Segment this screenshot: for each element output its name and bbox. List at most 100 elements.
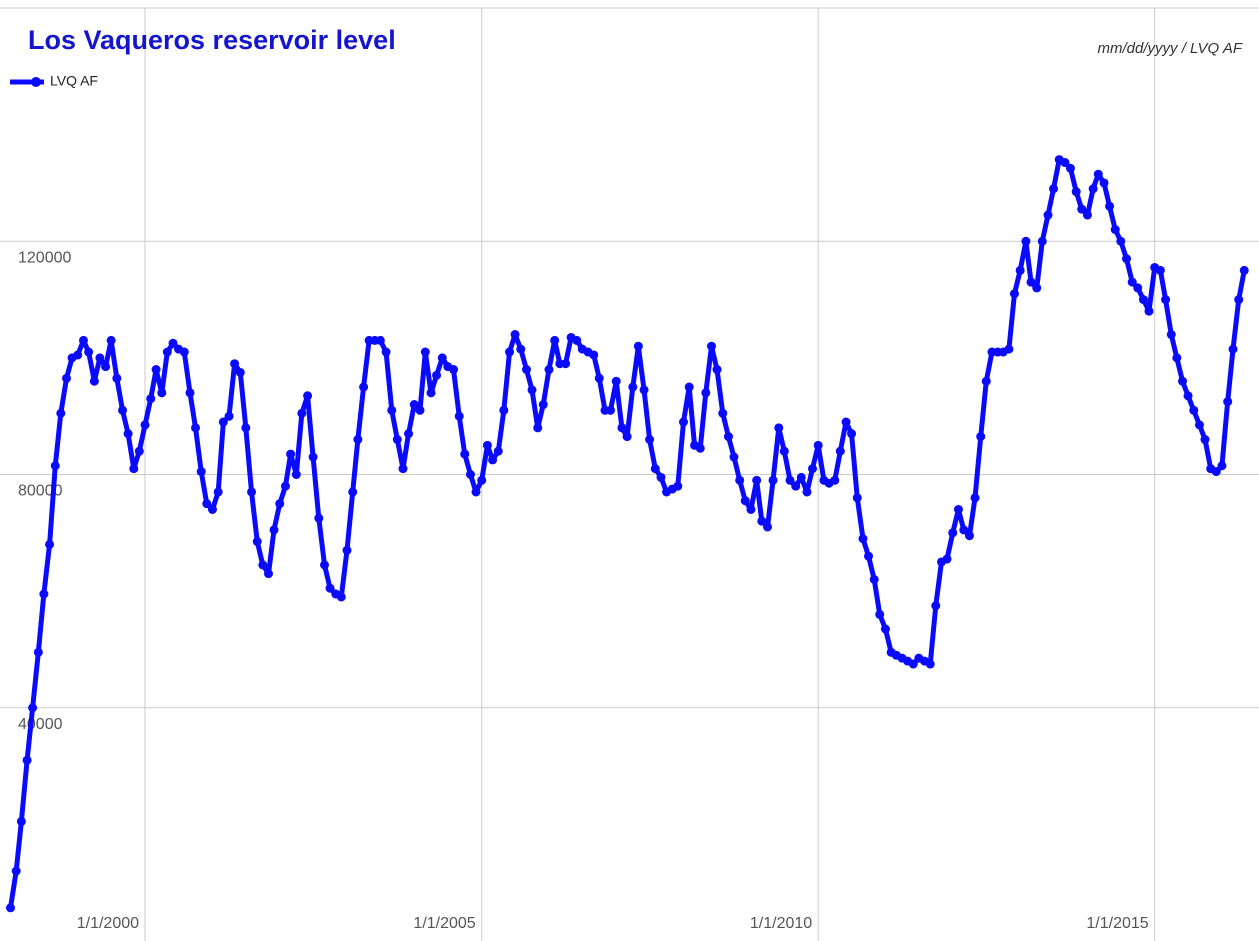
data-point bbox=[959, 525, 969, 535]
data-point bbox=[594, 373, 604, 383]
data-point bbox=[875, 609, 885, 619]
data-point bbox=[931, 601, 941, 611]
data-point bbox=[437, 353, 447, 363]
data-point bbox=[538, 400, 548, 410]
data-point bbox=[622, 432, 632, 442]
data-point bbox=[101, 362, 111, 372]
legend-label: LVQ AF bbox=[50, 73, 98, 89]
chart-title: Los Vaqueros reservoir level bbox=[28, 25, 396, 55]
data-point bbox=[39, 589, 49, 599]
data-point bbox=[527, 385, 537, 395]
data-point bbox=[409, 400, 419, 410]
data-point bbox=[561, 359, 571, 369]
data-point bbox=[179, 347, 189, 357]
data-point bbox=[707, 341, 717, 351]
data-point bbox=[280, 481, 290, 491]
data-point bbox=[454, 411, 464, 421]
data-point bbox=[1172, 353, 1182, 363]
data-point bbox=[1228, 344, 1238, 354]
data-point bbox=[796, 472, 806, 482]
data-point bbox=[841, 417, 851, 427]
data-point bbox=[774, 423, 784, 433]
data-point bbox=[286, 449, 296, 459]
data-point bbox=[488, 455, 498, 465]
data-point bbox=[684, 382, 694, 392]
data-point bbox=[263, 569, 273, 579]
data-point bbox=[45, 539, 55, 549]
data-point bbox=[1217, 461, 1227, 471]
data-point bbox=[213, 487, 223, 497]
data-point bbox=[465, 470, 475, 479]
data-point bbox=[460, 449, 470, 459]
data-point bbox=[247, 487, 257, 497]
data-point bbox=[404, 429, 414, 439]
data-point bbox=[1049, 184, 1059, 194]
data-point bbox=[269, 525, 279, 535]
data-point bbox=[516, 344, 526, 354]
data-point bbox=[353, 435, 363, 445]
data-point bbox=[1082, 210, 1092, 220]
data-point bbox=[6, 903, 16, 913]
data-point bbox=[729, 452, 739, 462]
x-tick-label: 1/1/2000 bbox=[77, 915, 139, 932]
data-point bbox=[196, 467, 206, 477]
data-point bbox=[791, 481, 801, 491]
data-point bbox=[633, 341, 643, 351]
data-point bbox=[252, 537, 262, 547]
data-point bbox=[981, 376, 991, 386]
data-point bbox=[1077, 204, 1087, 214]
data-point bbox=[1234, 295, 1244, 305]
data-point bbox=[572, 335, 582, 345]
data-point bbox=[505, 347, 515, 357]
data-point bbox=[589, 350, 599, 360]
y-tick-label: 120000 bbox=[18, 249, 71, 266]
data-point bbox=[763, 522, 773, 532]
data-point bbox=[869, 574, 879, 584]
data-point bbox=[953, 504, 963, 514]
data-point bbox=[320, 560, 330, 570]
data-point bbox=[1015, 265, 1025, 275]
data-point bbox=[1037, 236, 1047, 246]
data-point bbox=[84, 347, 94, 357]
data-point bbox=[942, 554, 952, 564]
data-point bbox=[1065, 163, 1075, 173]
y-tick-label: 40000 bbox=[18, 716, 63, 733]
data-point bbox=[964, 531, 974, 541]
data-point bbox=[375, 335, 385, 345]
data-point bbox=[611, 376, 621, 386]
data-point bbox=[835, 446, 845, 456]
data-point bbox=[477, 475, 487, 485]
data-point bbox=[432, 370, 442, 380]
data-point bbox=[701, 388, 711, 398]
data-point bbox=[735, 475, 745, 485]
data-point bbox=[89, 376, 99, 386]
data-point bbox=[521, 365, 531, 375]
data-point bbox=[617, 423, 627, 433]
data-point bbox=[1060, 158, 1070, 168]
legend-swatch-dot bbox=[31, 77, 41, 87]
data-point bbox=[830, 475, 840, 485]
data-point bbox=[314, 513, 324, 523]
data-point bbox=[207, 504, 217, 514]
data-point bbox=[129, 464, 139, 474]
data-point bbox=[230, 359, 240, 369]
data-point bbox=[157, 388, 167, 398]
data-point bbox=[1021, 236, 1031, 246]
data-point bbox=[1099, 178, 1109, 188]
data-point bbox=[392, 435, 402, 445]
data-point bbox=[1178, 376, 1188, 386]
data-point bbox=[241, 423, 251, 433]
data-point bbox=[78, 335, 88, 345]
data-point bbox=[28, 703, 38, 713]
data-point bbox=[673, 481, 683, 491]
data-point bbox=[1161, 295, 1171, 305]
data-point bbox=[33, 647, 43, 657]
data-point bbox=[757, 516, 767, 526]
data-point bbox=[695, 443, 705, 453]
data-point bbox=[1071, 187, 1081, 197]
data-point bbox=[1194, 420, 1204, 430]
data-point bbox=[768, 475, 778, 485]
data-point bbox=[1127, 277, 1137, 287]
data-point bbox=[1133, 283, 1143, 293]
